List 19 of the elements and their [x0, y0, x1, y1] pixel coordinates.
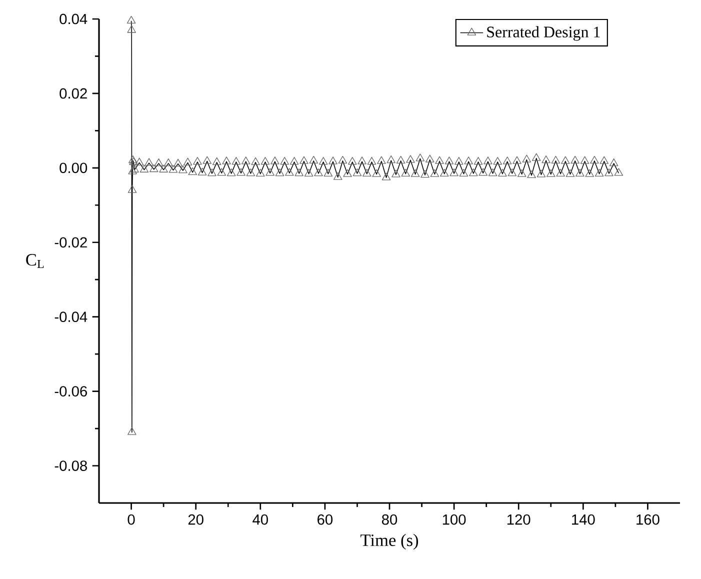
y-tick-label: 0.00	[60, 162, 88, 174]
x-tick-label: 140	[572, 514, 595, 525]
x-tick-label: 120	[507, 514, 530, 525]
x-tick-label: 100	[442, 514, 466, 525]
y-tick-label: -0.02	[54, 237, 87, 248]
y-tick-label: -0.04	[54, 312, 88, 322]
x-tick-label: 20	[188, 514, 204, 525]
x-tick-label: 0	[128, 514, 135, 525]
y-tick-label: -0.08	[54, 460, 87, 471]
legend-label: Serrated Design 1	[487, 26, 600, 41]
x-tick-label: 80	[382, 514, 398, 525]
x-tick-label: 160	[636, 514, 660, 525]
y-axis-title: C$_{L}$	[26, 254, 44, 268]
x-tick-label: 40	[252, 514, 268, 525]
x-tick-label: 60	[318, 514, 333, 525]
y-tick-label: -0.06	[54, 386, 87, 396]
y-tick-label: 0.02	[60, 88, 87, 99]
y-tick-label: 0.04	[60, 14, 88, 24]
x-axis-title: Time (s)	[360, 534, 418, 550]
